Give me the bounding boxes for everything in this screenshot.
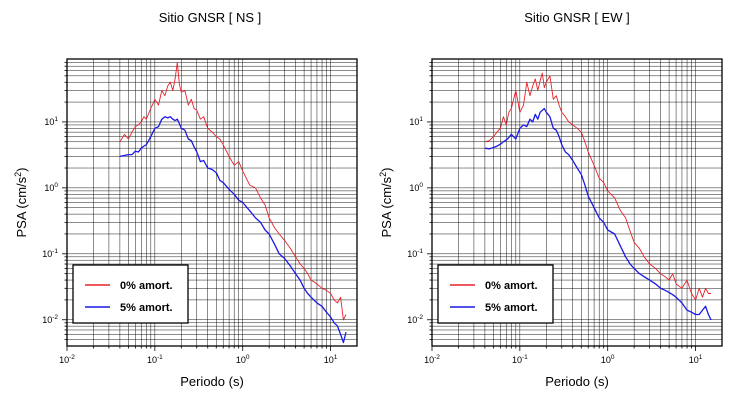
y-tick-label: 10-1 xyxy=(407,248,423,259)
series-line-damped xyxy=(484,107,712,321)
y-tick-label: 10-2 xyxy=(407,314,423,325)
chart-panel-2: Sitio GNSR [ EW ] 10-2 10-1 100 101 10-2 10-1 1… xyxy=(378,10,723,389)
x-tick-label: 100 xyxy=(236,354,250,365)
x-tick-label: 10-2 xyxy=(424,354,440,365)
legend-label: 0% amort. xyxy=(485,280,538,292)
chart-title: Sitio GNSR [ NS ] xyxy=(159,10,262,25)
y-axis-label: PSA (cm/s2) xyxy=(378,167,394,237)
legend-label: 5% amort. xyxy=(120,302,173,314)
x-tick-label: 10-2 xyxy=(59,354,75,365)
legend-label: 0% amort. xyxy=(120,280,173,292)
x-axis-label: Periodo (s) xyxy=(545,374,609,389)
y-tick-label: 10-2 xyxy=(42,314,58,325)
y-tick-label: 101 xyxy=(409,116,423,127)
series-line-undamped xyxy=(119,61,347,321)
y-tick-label: 100 xyxy=(409,182,423,193)
y-tick-label: 101 xyxy=(44,116,58,127)
series-line-undamped xyxy=(484,72,711,301)
y-tick-label: 10-1 xyxy=(42,248,58,259)
legend: 0% amort. 5% amort. xyxy=(72,264,189,324)
legend: 0% amort. 5% amort. xyxy=(437,264,554,324)
axis-ticks xyxy=(62,61,331,351)
x-tick-label: 10-1 xyxy=(147,354,163,365)
grid xyxy=(67,59,357,346)
x-tick-label: 101 xyxy=(324,354,338,365)
chart-panel-1: Sitio GNSR [ NS ] 10-2 10-1 100 101 10-2 10-1 1… xyxy=(13,10,358,389)
axis-ticks xyxy=(427,61,696,351)
series-line-damped xyxy=(119,116,347,344)
legend-box xyxy=(437,264,554,324)
x-axis-label: Periodo (s) xyxy=(180,374,244,389)
legend-label: 5% amort. xyxy=(485,302,538,314)
x-tick-label: 101 xyxy=(689,354,703,365)
y-axis-label: PSA (cm/s2) xyxy=(13,167,29,237)
legend-box xyxy=(72,264,189,324)
y-tick-label: 100 xyxy=(44,182,58,193)
x-tick-label: 10-1 xyxy=(512,354,528,365)
x-tick-label: 100 xyxy=(601,354,615,365)
chart-title: Sitio GNSR [ EW ] xyxy=(524,10,629,25)
